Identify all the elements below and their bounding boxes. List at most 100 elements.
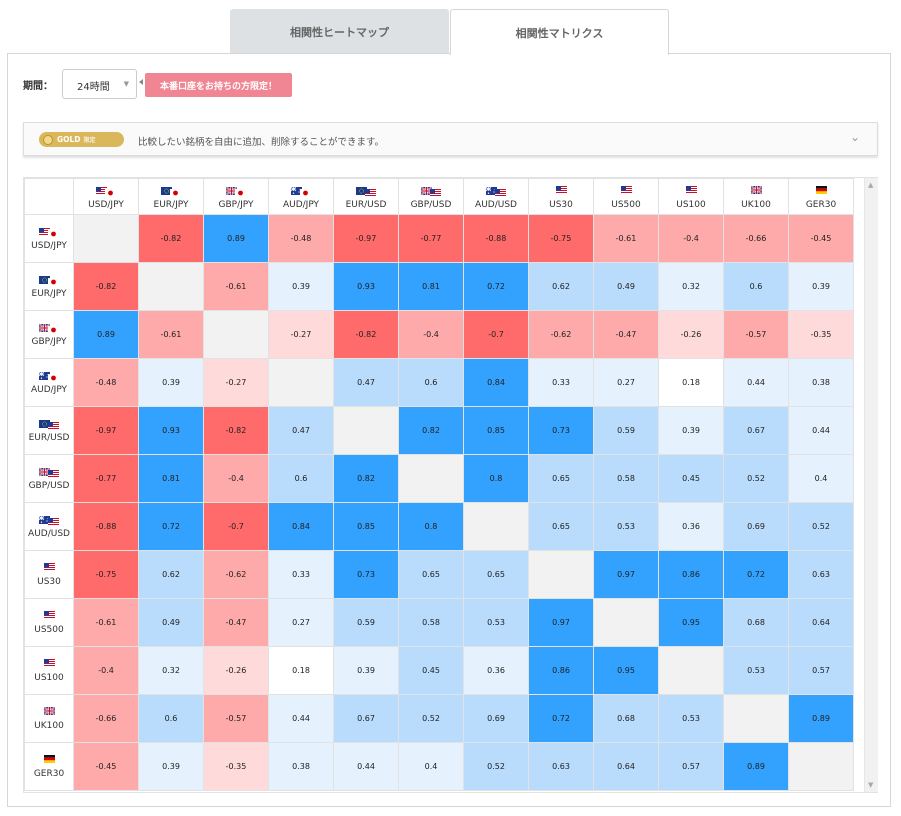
correlation-cell: -0.66 xyxy=(73,694,139,743)
matrix-row: EUR/USD -0.97 0.93 -0.82 0.47 0.82 0.85 0.73 0.5… xyxy=(24,406,854,455)
tab-heatmap[interactable]: 相関性ヒートマップ xyxy=(230,9,449,54)
correlation-cell: -0.4 xyxy=(658,214,724,263)
correlation-cell: -0.82 xyxy=(73,262,139,311)
row-label: AUD/JPY xyxy=(30,385,68,395)
flag-icon xyxy=(39,418,59,431)
correlation-cell: 0.4 xyxy=(398,742,464,791)
correlation-cell: 0.89 xyxy=(788,694,854,743)
correlation-cell: 0.84 xyxy=(268,502,334,551)
correlation-cell: 0.73 xyxy=(333,550,399,599)
column-label: US500 xyxy=(611,200,641,210)
correlation-cell: 0.6 xyxy=(138,694,204,743)
column-label: GBP/JPY xyxy=(218,200,254,210)
correlation-cell: 0.93 xyxy=(333,262,399,311)
correlation-cell: 0.85 xyxy=(333,502,399,551)
correlation-cell xyxy=(333,406,399,455)
correlation-cell: -0.57 xyxy=(203,694,269,743)
gold-description: 比較したい銘柄を自由に追加、削除することができます。 xyxy=(138,137,385,148)
gold-feature-bar[interactable]: GOLD 限定 比較したい銘柄を自由に追加、削除することができます。 ⌄ xyxy=(23,122,878,156)
correlation-cell: 0.32 xyxy=(658,262,724,311)
correlation-cell xyxy=(268,358,334,407)
flag-icon xyxy=(39,226,59,239)
correlation-cell: -0.48 xyxy=(73,358,139,407)
vertical-scrollbar[interactable]: ▲ ▼ xyxy=(864,178,878,792)
correlation-cell: 0.67 xyxy=(333,694,399,743)
correlation-cell: 0.95 xyxy=(658,598,724,647)
correlation-cell: 0.38 xyxy=(268,742,334,791)
flag-icon xyxy=(290,185,311,198)
flag-icon xyxy=(420,185,441,198)
correlation-cell: 0.69 xyxy=(463,694,529,743)
flag-icon xyxy=(815,185,827,198)
correlation-cell: 0.8 xyxy=(398,502,464,551)
matrix-row: US500 -0.61 0.49 -0.47 0.27 0.59 0.58 0.53 0.97 0… xyxy=(24,598,854,647)
correlation-cell: 0.62 xyxy=(528,262,594,311)
correlation-cell: 0.53 xyxy=(593,502,659,551)
matrix-row: AUD/USD -0.88 0.72 -0.7 0.84 0.85 0.8 0.65 0.53 0… xyxy=(24,502,854,551)
correlation-cell: 0.44 xyxy=(788,406,854,455)
chevron-down-icon[interactable]: ⌄ xyxy=(849,130,860,144)
correlation-cell: 0.57 xyxy=(788,646,854,695)
gold-coin-icon xyxy=(43,134,53,145)
column-label: US100 xyxy=(676,200,706,210)
scroll-up-icon[interactable]: ▲ xyxy=(868,181,874,189)
matrix-row: US30 -0.75 0.62 -0.62 0.33 0.73 0.65 0.65 0.97 0.… xyxy=(24,550,854,599)
scroll-down-icon[interactable]: ▼ xyxy=(868,781,874,789)
correlation-matrix: USD/JPY EUR/JPY GBP/JPY AUD/JPY EUR/USD GBP/U… xyxy=(23,177,878,793)
gold-badge-label: GOLD xyxy=(57,135,81,144)
row-header: US500 xyxy=(24,598,74,647)
correlation-cell: 0.39 xyxy=(788,262,854,311)
tab-matrix[interactable]: 相関性マトリクス xyxy=(450,9,669,55)
correlation-cell: 0.59 xyxy=(593,406,659,455)
matrix-panel: 期間： 24時間 ▼ 本番口座をお持ちの方限定！ GOLD 限定 比較したい銘柄… xyxy=(7,53,891,807)
correlation-cell: 0.81 xyxy=(398,262,464,311)
correlation-cell: -0.48 xyxy=(268,214,334,263)
column-header: EUR/USD xyxy=(333,178,399,215)
flag-icon xyxy=(43,754,55,767)
correlation-cell: 0.97 xyxy=(528,598,594,647)
correlation-cell: -0.77 xyxy=(398,214,464,263)
row-header: UK100 xyxy=(24,694,74,743)
flag-icon xyxy=(38,370,59,383)
correlation-cell: 0.93 xyxy=(138,406,204,455)
correlation-cell: -0.7 xyxy=(463,310,529,359)
column-header: AUD/USD xyxy=(463,178,529,215)
correlation-cell: 0.39 xyxy=(268,262,334,311)
correlation-cell: 0.86 xyxy=(528,646,594,695)
correlation-cell: 0.72 xyxy=(528,694,594,743)
correlation-cell: 0.39 xyxy=(138,358,204,407)
correlation-cell: 0.4 xyxy=(788,454,854,503)
row-header: GER30 xyxy=(24,742,74,791)
correlation-cell: 0.27 xyxy=(268,598,334,647)
correlation-cell: 0.39 xyxy=(138,742,204,791)
corner-cell xyxy=(24,178,74,215)
correlation-cell: 0.68 xyxy=(723,598,789,647)
correlation-cell: 0.81 xyxy=(138,454,204,503)
matrix-row: GBP/USD -0.77 0.81 -0.4 0.6 0.82 0.8 0.65 0.58 0.… xyxy=(24,454,854,503)
correlation-cell: -0.66 xyxy=(723,214,789,263)
flag-icon xyxy=(43,562,55,575)
row-label: GBP/JPY xyxy=(31,337,67,347)
correlation-cell: -0.77 xyxy=(73,454,139,503)
correlation-cell: 0.33 xyxy=(268,550,334,599)
row-header: US30 xyxy=(24,550,74,599)
matrix-row: GBP/JPY 0.89 -0.61 -0.27 -0.82 -0.4 -0.7 -0.62-… xyxy=(24,310,854,359)
correlation-cell: 0.85 xyxy=(463,406,529,455)
correlation-cell: 0.32 xyxy=(138,646,204,695)
flag-icon xyxy=(225,185,246,198)
correlation-cell: 0.63 xyxy=(528,742,594,791)
correlation-cell: 0.72 xyxy=(463,262,529,311)
correlation-cell: 0.65 xyxy=(528,454,594,503)
correlation-cell: 0.47 xyxy=(333,358,399,407)
column-label: AUD/JPY xyxy=(282,200,320,210)
period-select[interactable]: 24時間 ▼ xyxy=(62,69,137,99)
correlation-cell: -0.97 xyxy=(333,214,399,263)
flag-icon xyxy=(685,185,697,198)
correlation-cell: -0.88 xyxy=(73,502,139,551)
gold-badge-sub: 限定 xyxy=(83,137,96,144)
flag-icon xyxy=(39,274,59,287)
correlation-cell: 0.52 xyxy=(398,694,464,743)
correlation-cell: 0.65 xyxy=(463,550,529,599)
live-account-promo-button[interactable]: 本番口座をお持ちの方限定！ xyxy=(145,73,292,97)
row-header: GBP/JPY xyxy=(24,310,74,359)
